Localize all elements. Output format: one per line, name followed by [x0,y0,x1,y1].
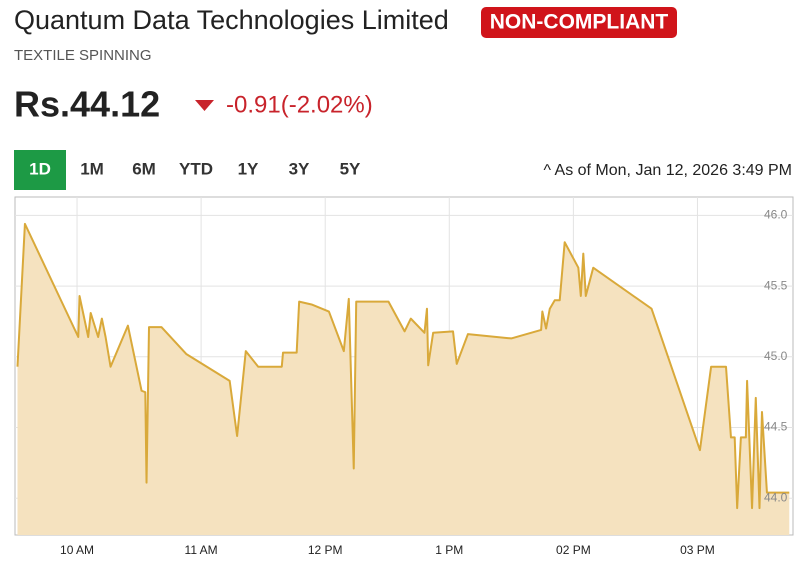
tab[interactable]: YTD [179,159,213,178]
tab-active-bg [14,150,66,190]
line [16,222,790,510]
tab[interactable]: 1M [80,159,104,178]
tab[interactable]: 5Y [340,159,361,178]
change: -0.91(-2.02%) [226,91,373,118]
y-tick-label: 45.0 [764,349,788,363]
tab[interactable]: 1D [29,159,51,178]
tab[interactable]: 3Y [289,159,310,178]
x-tick-label: 10 AM [60,543,94,557]
x-tick-label: 1 PM [435,543,463,557]
tab[interactable]: 6M [132,159,156,178]
area [17,223,790,535]
badge-bg [481,7,677,38]
x-tick-label: 11 AM [185,543,218,557]
as-of: ^ As of Mon, Jan 12, 2026 3:49 PM [543,162,792,179]
tab[interactable]: 1Y [238,159,259,178]
price: Rs.44.12 [14,84,160,125]
badge: NON-COMPLIANT [490,11,669,34]
x-tick-label: 12 PM [308,543,343,557]
title: Quantum Data Technologies Limited [14,5,449,35]
x-tick-label: 03 PM [680,543,715,557]
y-tick-label: 45.5 [764,278,788,292]
down-arrow [195,100,214,111]
subtitle: TEXTILE SPINNING [14,47,152,64]
y-tick-label: 46.0 [764,208,788,222]
y-tick-label: 44.0 [764,490,788,504]
x-tick-label: 02 PM [556,543,591,557]
y-tick-label: 44.5 [764,420,788,434]
